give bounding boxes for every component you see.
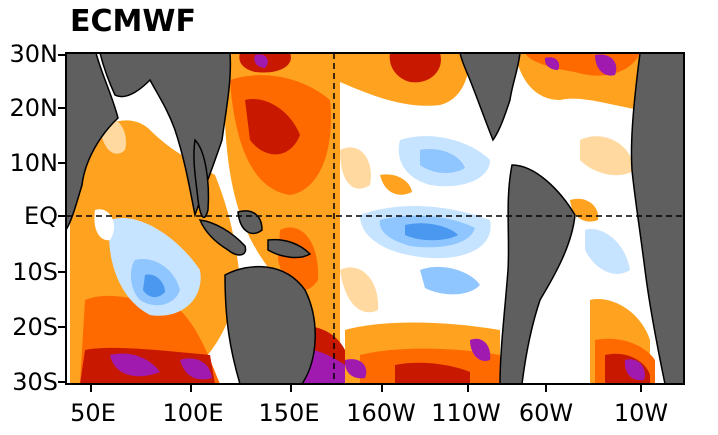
anomaly-patch bbox=[94, 209, 115, 241]
lon-label-10w: 10W bbox=[613, 399, 669, 427]
anomaly-patch bbox=[143, 274, 165, 298]
land-north-america bbox=[459, 53, 521, 142]
lat-label-eq: EQ bbox=[23, 202, 58, 230]
anomaly-patch bbox=[340, 147, 371, 189]
lat-label-30n: 30N bbox=[9, 40, 59, 68]
land-maritime-continent bbox=[198, 219, 247, 256]
anomaly-patch bbox=[180, 358, 212, 380]
lon-label-150e: 150E bbox=[258, 399, 320, 427]
lon-label-100e: 100E bbox=[162, 399, 224, 427]
anomaly-patch bbox=[245, 99, 300, 155]
anomaly-patch bbox=[344, 359, 367, 379]
anomaly-patch bbox=[395, 362, 470, 384]
lat-label-10s: 10S bbox=[12, 258, 58, 286]
lon-label-110w: 110W bbox=[431, 399, 501, 427]
anomaly-patch bbox=[624, 359, 645, 381]
lat-label-30s: 30S bbox=[12, 368, 58, 396]
anomaly-patch bbox=[595, 54, 617, 76]
land-africa bbox=[66, 53, 119, 232]
lat-label-10n: 10N bbox=[9, 149, 59, 177]
anomaly-patch bbox=[585, 229, 630, 274]
anomaly-patch bbox=[389, 53, 441, 83]
land-masses bbox=[66, 53, 684, 384]
anomaly-patch bbox=[420, 149, 465, 174]
map-title: ECMWF bbox=[70, 4, 196, 39]
anomaly-patch bbox=[380, 174, 412, 195]
axis-ticks bbox=[58, 54, 642, 392]
land-new-guinea bbox=[267, 238, 312, 259]
lat-label-20n: 20N bbox=[9, 94, 59, 122]
lon-label-60w: 60W bbox=[518, 399, 574, 427]
anomaly-patch bbox=[470, 338, 491, 361]
anomaly-patch bbox=[544, 57, 560, 70]
land-africa-west bbox=[630, 53, 684, 384]
anomaly-patch bbox=[420, 266, 480, 295]
anomaly-field bbox=[70, 53, 655, 384]
lat-label-20s: 20S bbox=[12, 313, 58, 341]
lon-label-50e: 50E bbox=[70, 399, 116, 427]
plot-frame bbox=[65, 52, 685, 385]
land-south-america bbox=[499, 164, 576, 384]
anomaly-patch bbox=[110, 353, 160, 377]
lon-label-160w: 160W bbox=[346, 399, 416, 427]
land-australia bbox=[224, 265, 316, 384]
anomaly-patch bbox=[405, 223, 458, 241]
anomaly-patch bbox=[254, 54, 268, 68]
anomaly-patch bbox=[580, 136, 635, 176]
anomaly-patch bbox=[340, 267, 379, 313]
land-indochina bbox=[193, 138, 210, 219]
